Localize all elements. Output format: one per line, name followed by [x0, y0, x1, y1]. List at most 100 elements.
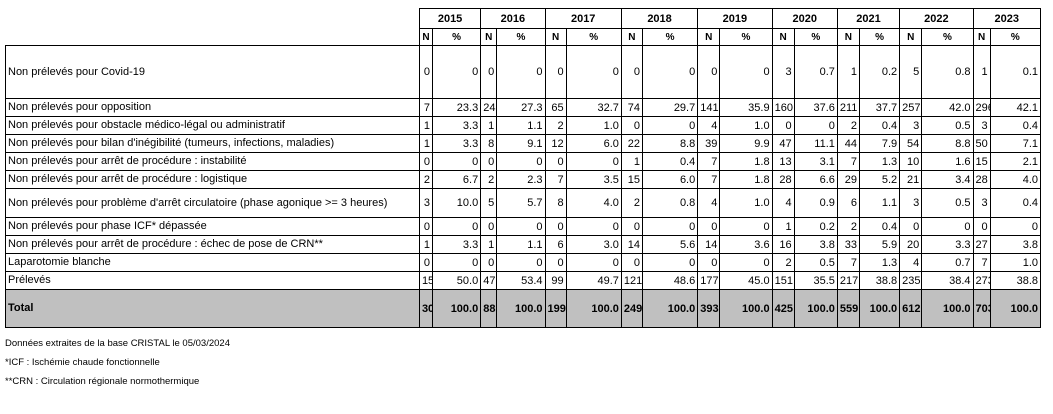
count-cell: 0	[620, 116, 643, 135]
percent-cell: 3.6	[719, 235, 773, 254]
table-row: Prélevés1550.04753.49949.712148.617745.0…	[5, 271, 1042, 290]
table-row: Non prélevés pour arrêt de procédure : i…	[5, 152, 1042, 171]
percent-cell: 50.0	[431, 271, 482, 290]
percent-cell: 38.8	[858, 271, 901, 290]
count-cell: 4	[771, 188, 795, 218]
count-cell: 199	[544, 289, 567, 328]
count-cell: 141	[697, 98, 721, 117]
total-row: Total30100.088100.0199100.0249100.039310…	[5, 289, 1042, 328]
count-cell: 6	[544, 235, 567, 254]
percent-cell: 0	[719, 45, 773, 99]
count-cell: 4	[899, 253, 923, 272]
percent-cell: 6.0	[565, 134, 622, 153]
percent-cell: 10.0	[431, 188, 482, 218]
year-header: 2020	[771, 8, 838, 29]
count-cell: 0	[480, 45, 498, 99]
count-cell: 74	[620, 98, 643, 117]
percent-cell: 3.1	[793, 152, 838, 171]
percent-cell: 7.9	[858, 134, 901, 153]
n-header: N	[544, 28, 567, 46]
table-row: Non prélevés pour arrêt de procédure : l…	[5, 170, 1042, 189]
percent-cell: 4.0	[989, 170, 1042, 189]
row-label: Non prélevés pour phase ICF* dépassée	[5, 217, 420, 236]
pct-header: %	[921, 28, 974, 46]
percent-cell: 53.4	[496, 271, 546, 290]
percent-cell: 0	[641, 45, 699, 99]
year-header: 2018	[620, 8, 699, 29]
percent-cell: 2.1	[989, 152, 1042, 171]
percent-cell: 0.7	[921, 253, 974, 272]
percent-cell: 11.1	[793, 134, 838, 153]
percent-cell: 0	[641, 116, 699, 135]
count-cell: 2	[771, 253, 795, 272]
count-cell: 0	[620, 217, 643, 236]
percent-cell: 3.4	[921, 170, 974, 189]
percent-cell: 1.1	[496, 235, 546, 254]
table-row: Non prélevés pour Covid-19 0 0 0 0 0 0 0 0 0 0 3 0.7…	[5, 45, 1042, 99]
n-header: N	[972, 28, 991, 46]
count-cell: 7	[697, 170, 721, 189]
percent-cell: 6.7	[431, 170, 482, 189]
percent-cell: 0.2	[858, 45, 901, 99]
percent-cell: 0.5	[921, 188, 974, 218]
count-cell: 15	[418, 271, 433, 290]
count-cell: 6	[836, 188, 860, 218]
percent-cell: 5.2	[858, 170, 901, 189]
percent-cell: 0.4	[989, 116, 1042, 135]
percent-cell: 0	[921, 217, 974, 236]
percent-cell: 8.8	[641, 134, 699, 153]
percent-cell: 0	[719, 217, 773, 236]
count-cell: 88	[480, 289, 498, 328]
count-cell: 28	[972, 170, 991, 189]
percent-cell: 3.3	[921, 235, 974, 254]
percent-cell: 3.3	[431, 116, 482, 135]
count-cell: 0	[418, 152, 433, 171]
count-cell: 425	[771, 289, 795, 328]
table-row: Non prélevés pour bilan d'inégibilité (t…	[5, 134, 1042, 153]
year-header: 2015	[418, 8, 482, 29]
percent-cell: 1.3	[858, 253, 901, 272]
percent-cell: 100.0	[793, 289, 838, 328]
count-cell: 1	[620, 152, 643, 171]
percent-cell: 1.1	[496, 116, 546, 135]
count-cell: 1	[418, 134, 433, 153]
count-cell: 54	[899, 134, 923, 153]
table-body: Non prélevés pour Covid-19 0 0 0 0 0 0 0 0 0 0 3 0.7…	[5, 45, 1042, 328]
count-cell: 50	[972, 134, 991, 153]
count-cell: 249	[620, 289, 643, 328]
count-cell: 2	[480, 170, 498, 189]
count-cell: 7	[836, 152, 860, 171]
count-cell: 8	[544, 188, 567, 218]
corner-cell	[5, 8, 420, 46]
document: 2015 2016 2017 2018 2019 2020 2021 2022 …	[5, 8, 1042, 391]
percent-cell: 1.8	[719, 170, 773, 189]
count-cell: 30	[418, 289, 433, 328]
percent-cell: 0	[431, 217, 482, 236]
count-cell: 273	[972, 271, 991, 290]
count-cell: 12	[544, 134, 567, 153]
row-label: Total	[5, 289, 420, 328]
percent-cell: 0	[565, 217, 622, 236]
count-cell: 14	[620, 235, 643, 254]
percent-cell: 4.0	[565, 188, 622, 218]
count-cell: 0	[480, 217, 498, 236]
count-cell: 0	[620, 253, 643, 272]
table-row: Non prélevés pour arrêt de procédure : é…	[5, 235, 1042, 254]
row-label: Non prélevés pour bilan d'inégibilité (t…	[5, 134, 420, 153]
row-label: Non prélevés pour problème d'arrêt circu…	[5, 188, 420, 218]
count-cell: 559	[836, 289, 860, 328]
count-cell: 7	[836, 253, 860, 272]
percent-cell: 3.8	[793, 235, 838, 254]
count-cell: 3	[771, 45, 795, 99]
count-cell: 0	[480, 152, 498, 171]
sub-header-row: N% N% N% N% N% N% N% N% N%	[6, 28, 1042, 46]
count-cell: 7	[418, 98, 433, 117]
count-cell: 0	[899, 217, 923, 236]
percent-cell: 0.7	[793, 45, 838, 99]
count-cell: 2	[836, 116, 860, 135]
percent-cell: 100.0	[641, 289, 699, 328]
percent-cell: 49.7	[565, 271, 622, 290]
count-cell: 7	[697, 152, 721, 171]
pct-header: %	[565, 28, 622, 46]
year-header: 2017	[544, 8, 622, 29]
